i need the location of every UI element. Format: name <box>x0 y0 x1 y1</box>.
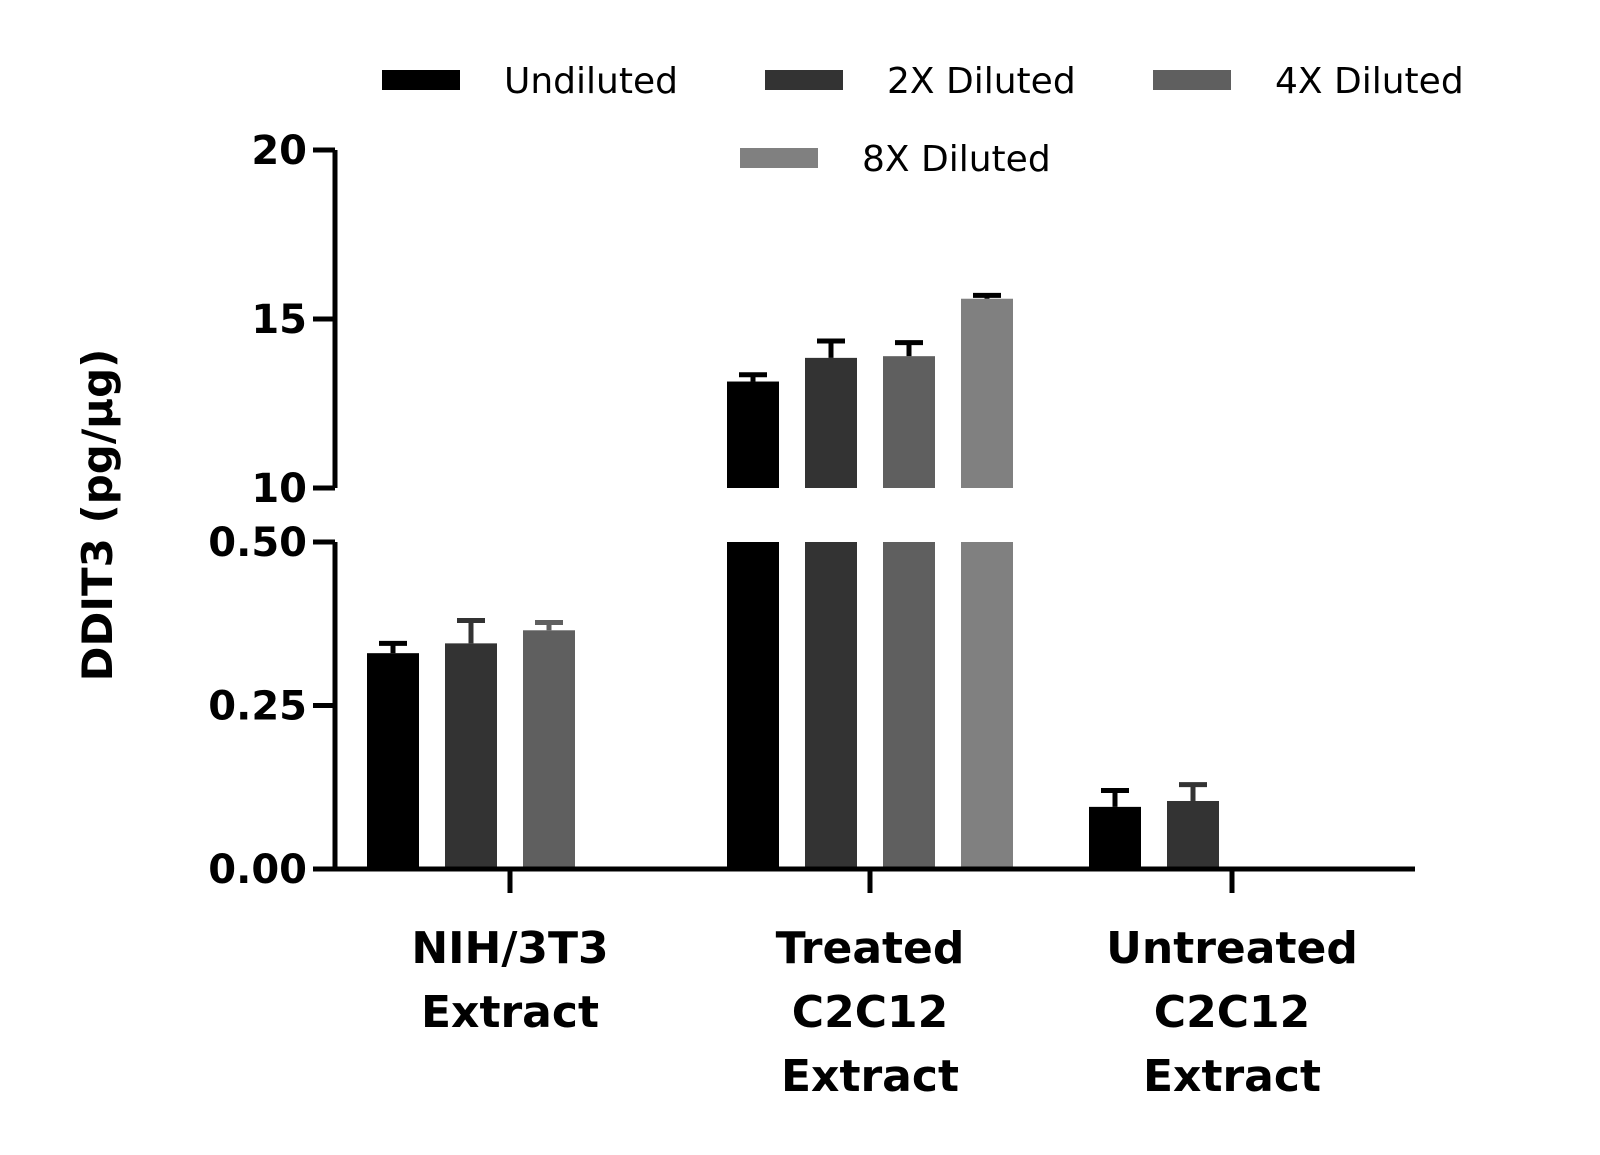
x-tick-label: Extract <box>781 1051 959 1102</box>
legend-swatch <box>740 148 818 168</box>
x-tick-label: C2C12 <box>792 987 948 1038</box>
bar-upper-segment <box>961 298 1013 488</box>
bar <box>1089 806 1141 869</box>
bar-upper-segment <box>883 356 935 488</box>
y-tick-label: 0.25 <box>208 684 307 730</box>
y-axis-label: DDIT3 (pg/µg) <box>73 349 122 682</box>
bar <box>523 630 575 869</box>
bar <box>367 653 419 869</box>
legend-label: 4X Diluted <box>1275 61 1464 102</box>
legend-label: 2X Diluted <box>887 61 1076 102</box>
bar <box>445 643 497 869</box>
legend-swatch <box>765 70 843 90</box>
x-tick-label: Untreated <box>1106 923 1358 974</box>
bar <box>1167 800 1219 869</box>
x-tick-label: C2C12 <box>1154 987 1310 1038</box>
x-tick-label: Extract <box>421 987 599 1038</box>
bars <box>367 292 1219 869</box>
y-tick-label: 0.00 <box>208 847 307 893</box>
legend-swatch <box>382 70 460 90</box>
y-tick-label: 15 <box>251 297 307 343</box>
bar-lower-segment <box>727 542 779 869</box>
legend-label: 8X Diluted <box>862 139 1051 180</box>
legend-label: Undiluted <box>504 61 678 102</box>
x-tick-label: NIH/3T3 <box>411 923 608 974</box>
bar-upper-segment <box>805 357 857 488</box>
y-tick-label: 0.50 <box>208 520 307 566</box>
y-axis-label-group: DDIT3 (pg/µg) <box>73 349 122 682</box>
axes: 0.00 0.25 0.50 10 15 20 NIH/3T3 Extract Treated C… <box>208 128 1415 1102</box>
bar-lower-segment <box>883 542 935 869</box>
bar-lower-segment <box>805 542 857 869</box>
legend-swatch <box>1153 70 1231 90</box>
bar-lower-segment <box>961 542 1013 869</box>
bar-upper-segment <box>727 381 779 488</box>
x-tick-label: Extract <box>1143 1051 1321 1102</box>
y-tick-label: 10 <box>251 466 307 512</box>
legend: Undiluted 2X Diluted 4X Diluted 8X Diluted <box>382 61 1464 180</box>
y-tick-label: 20 <box>251 128 307 174</box>
x-tick-label: Treated <box>776 923 965 974</box>
